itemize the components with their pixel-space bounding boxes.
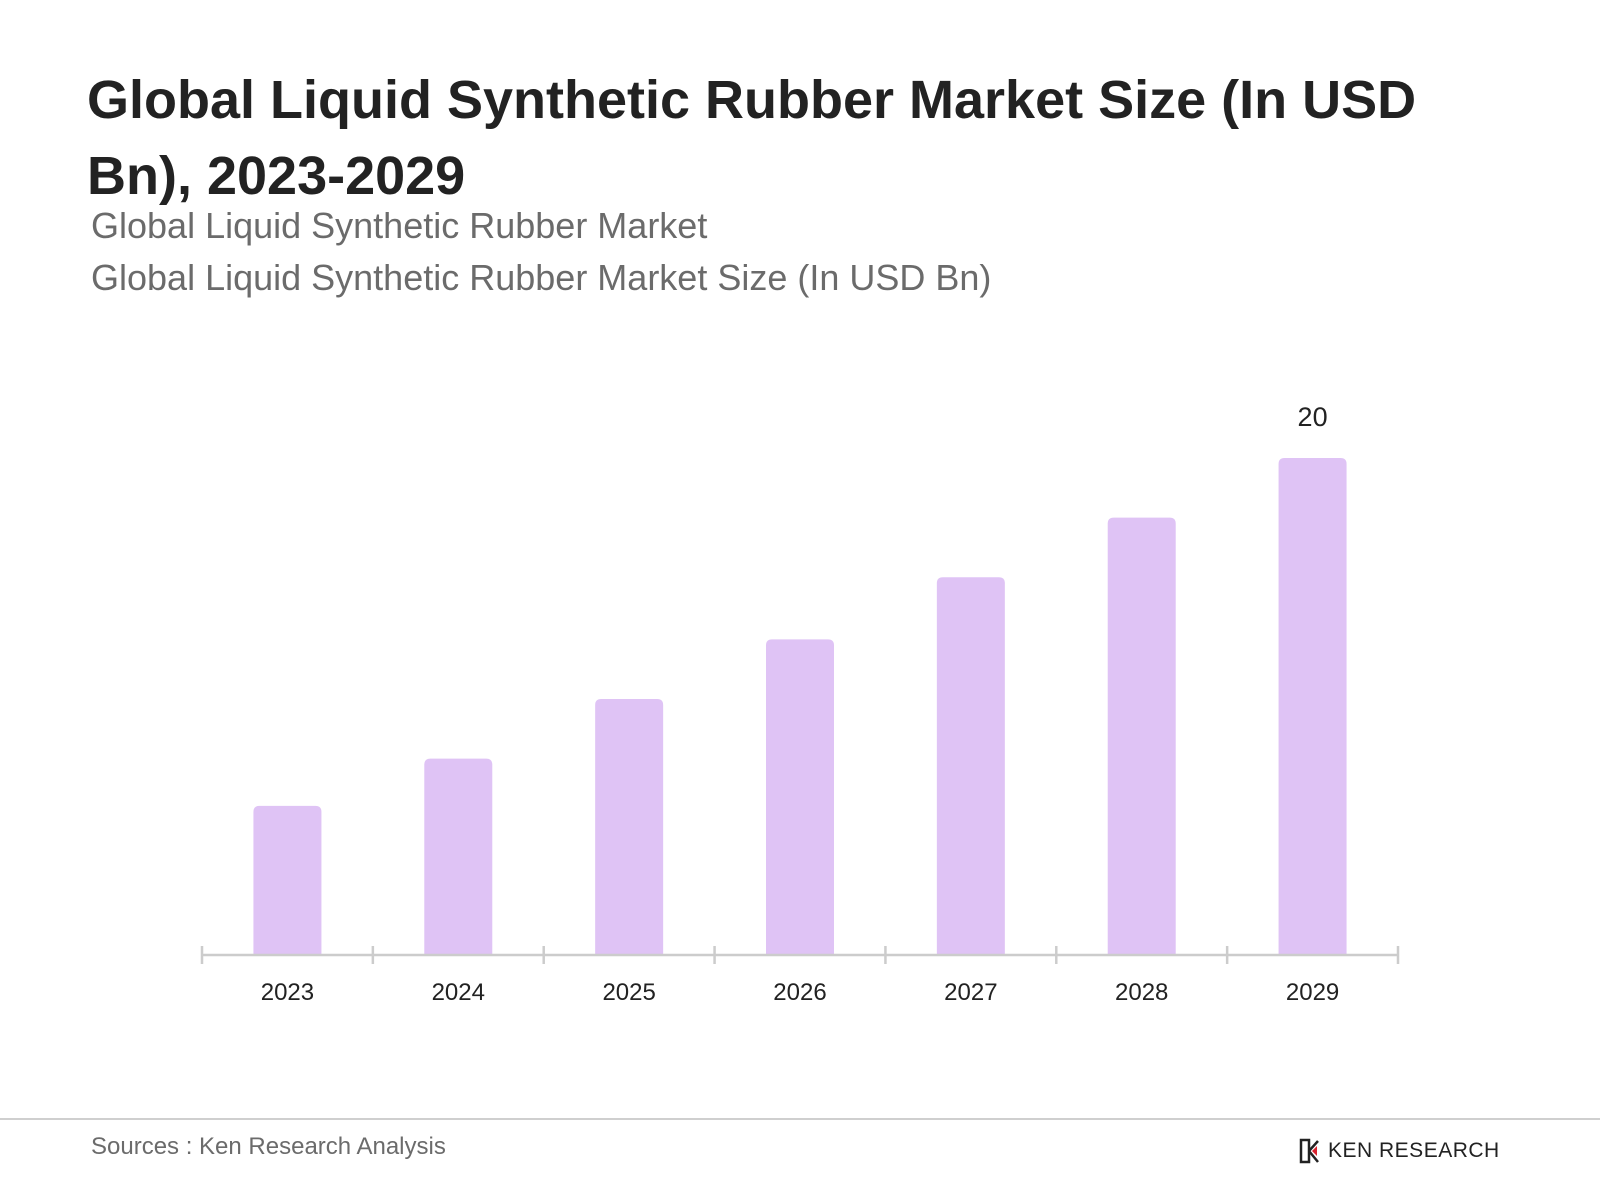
bar-2024 [424,758,493,955]
ken-research-logo: KEN RESEARCH [1298,1138,1500,1164]
ken-research-logo-icon [1299,1138,1319,1164]
chart-subtitle: Global Liquid Synthetic Rubber Market [91,205,708,246]
bar-2023 [253,805,322,955]
x-tick-label-2026: 2026 [773,979,826,1006]
source-note: Sources : Ken Research Analysis [91,1133,446,1160]
chart-title: Global Liquid Synthetic Rubber Market Si… [87,70,1417,206]
x-tick-label-2025: 2025 [602,979,655,1006]
x-tick-label-2024: 2024 [432,979,485,1006]
bar-2029 [1278,458,1347,955]
bar-chart: 20 2023 2024 2025 2026 2027 2028 2029 [200,402,1400,1006]
bar-2028 [1107,517,1176,955]
x-tick-label-2028: 2028 [1115,979,1168,1006]
ken-research-logo-text: KEN RESEARCH [1328,1139,1500,1162]
chart-series-subtitle: Global Liquid Synthetic Rubber Market Si… [91,257,992,298]
bar-2027 [936,577,1005,955]
bar-2026 [766,639,834,955]
x-tick-label-2023: 2023 [261,979,314,1006]
bar-2025 [595,699,664,955]
x-tick-label-2029: 2029 [1286,979,1339,1006]
data-label-2029: 20 [1298,402,1328,432]
footer-divider [0,1118,1600,1120]
x-tick-label-2027: 2027 [944,979,997,1006]
